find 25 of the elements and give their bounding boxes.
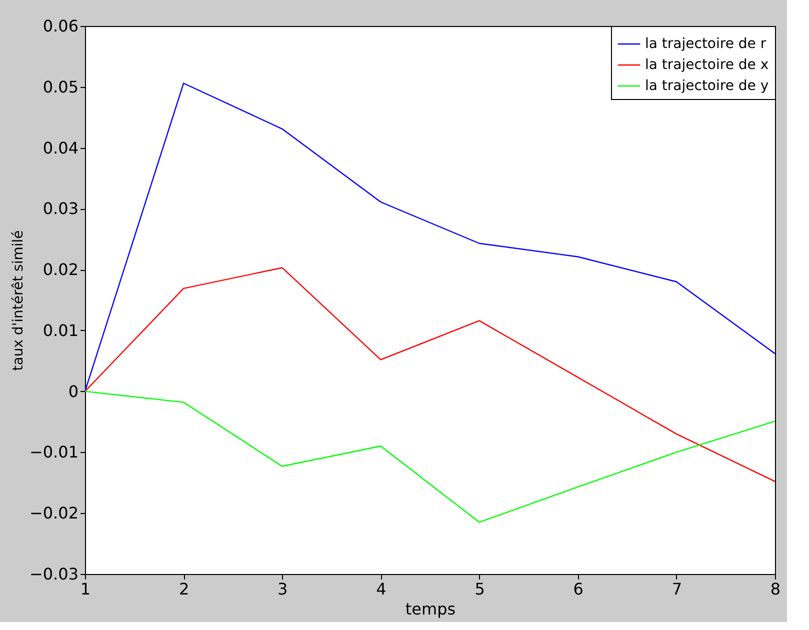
x-tick-label: 1 [80, 580, 91, 598]
legend-label: la trajectoire de y [645, 78, 769, 94]
y-tick-label: −0.03 [29, 564, 78, 584]
y-tick-label: 0.04 [42, 138, 78, 158]
y-tick-label: −0.01 [29, 442, 78, 462]
line-series [84, 267, 776, 482]
y-tick-label: 0.02 [42, 260, 78, 280]
y-tick-label: 0.01 [42, 320, 78, 340]
x-tick-label: 2 [178, 580, 190, 598]
y-tick-label: −0.02 [29, 504, 78, 523]
x-tick-label: 5 [474, 580, 485, 598]
x-axis-title: temps [405, 600, 456, 618]
line-series [84, 390, 776, 523]
y-tick-label: 0.05 [42, 77, 78, 96]
y-axis-title: taux d'intérêt similé [10, 230, 26, 371]
legend-label: la trajectoire de x [645, 57, 769, 73]
y-tick-label: 0.06 [42, 16, 78, 36]
x-tick-label: 4 [376, 580, 386, 598]
x-tick-label: 7 [672, 580, 682, 598]
y-tick-label: 0 [68, 382, 78, 401]
legend-label: la trajectoire de r [645, 36, 766, 52]
x-tick-label: 3 [278, 580, 288, 598]
x-tick-label: 8 [770, 580, 781, 598]
y-tick-label: 0.03 [42, 199, 78, 218]
x-tick-label: 6 [573, 580, 584, 598]
